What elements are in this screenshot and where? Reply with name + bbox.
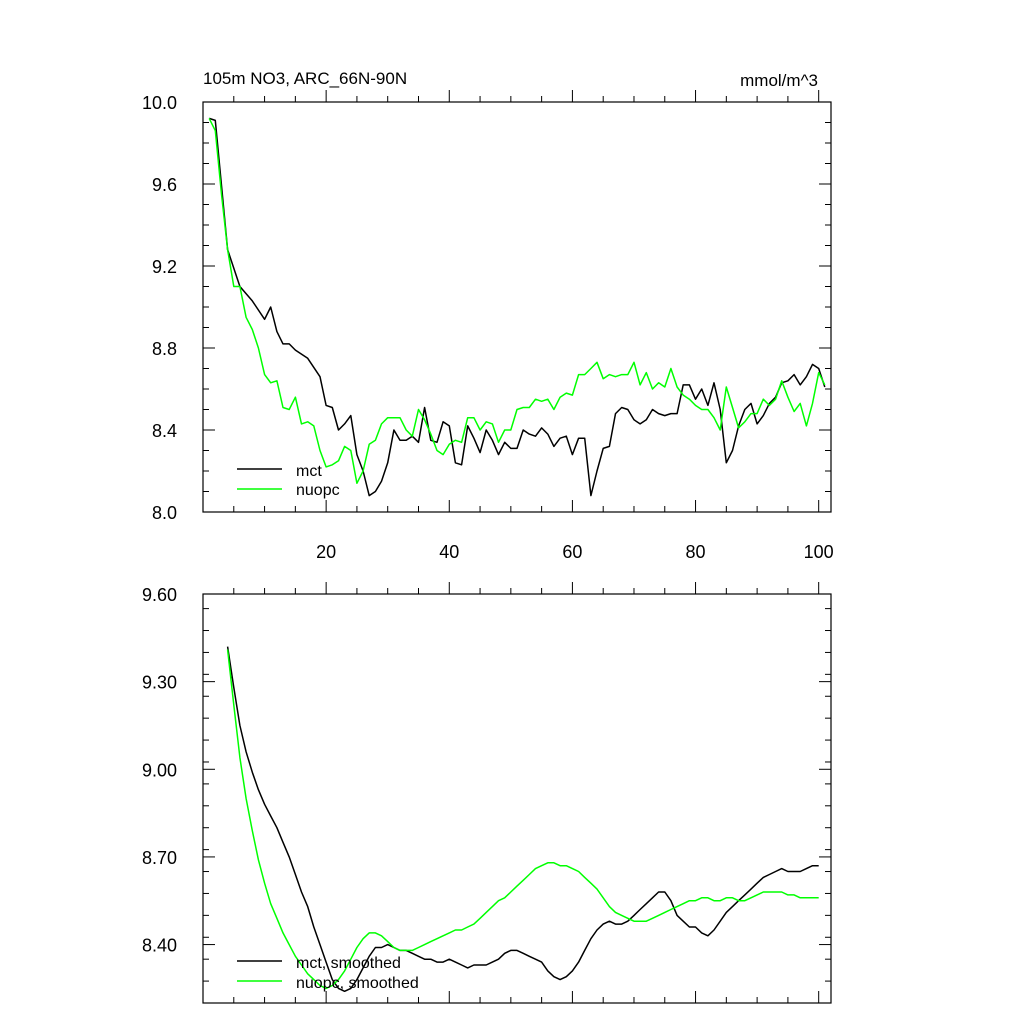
top-plot-frame bbox=[202, 101, 832, 513]
top-legend: mct nuopc bbox=[237, 463, 340, 499]
bottom-axes: 8.40 8.70 9.00 9.30 9.60 bbox=[142, 582, 832, 1004]
legend-label-mct-smoothed: mct, smoothed bbox=[296, 955, 401, 972]
top-ytick-label: 9.2 bbox=[152, 257, 177, 277]
top-ytick-label: 10.0 bbox=[142, 93, 177, 113]
chart-top: 105m NO3, ARC_66N-90N mmol/m^3 8.0 8.4 8.8… bbox=[142, 69, 834, 562]
legend-label-mct: mct bbox=[296, 463, 322, 480]
top-series-mctline bbox=[208, 117, 826, 497]
bottom-lines bbox=[226, 646, 819, 993]
top-series-nuopcline bbox=[208, 118, 826, 485]
legend-label-nuopc-smoothed: nuopc, smoothed bbox=[296, 975, 419, 992]
top-xtick-label: 80 bbox=[686, 542, 706, 562]
top-xtick-label: 60 bbox=[562, 542, 582, 562]
bottom-series-nuopc-smoothedline bbox=[226, 649, 819, 990]
bottom-ytick-label: 8.40 bbox=[142, 936, 177, 956]
bottom-ytick-label: 9.30 bbox=[142, 673, 177, 693]
chart-bottom: 8.40 8.70 9.00 9.30 9.60 mct, smoothed nuopc… bbox=[142, 582, 832, 1004]
bottom-ytick-label: 9.00 bbox=[142, 760, 177, 780]
top-axes: 8.0 8.4 8.8 9.2 9.6 10.0 20 40 60 80 100 bbox=[142, 90, 834, 562]
top-xtick-label: 20 bbox=[316, 542, 336, 562]
bottom-ytick-label: 9.60 bbox=[142, 585, 177, 605]
top-ytick-label: 8.4 bbox=[152, 421, 177, 441]
top-ytick-label: 8.0 bbox=[152, 503, 177, 523]
legend-label-nuopc: nuopc bbox=[296, 482, 340, 499]
top-xtick-label: 40 bbox=[439, 542, 459, 562]
top-xtick-label: 100 bbox=[804, 542, 834, 562]
top-lines bbox=[208, 117, 826, 497]
top-ytick-label: 9.6 bbox=[152, 175, 177, 195]
bottom-legend: mct, smoothed nuopc, smoothed bbox=[237, 955, 419, 992]
chart-units: mmol/m^3 bbox=[740, 71, 818, 90]
top-ytick-label: 8.8 bbox=[152, 339, 177, 359]
bottom-ytick-label: 8.70 bbox=[142, 848, 177, 868]
bottom-plot-frame bbox=[202, 593, 832, 1004]
bottom-series-mct-smoothedline bbox=[226, 646, 819, 993]
chart-title: 105m NO3, ARC_66N-90N bbox=[203, 69, 407, 88]
